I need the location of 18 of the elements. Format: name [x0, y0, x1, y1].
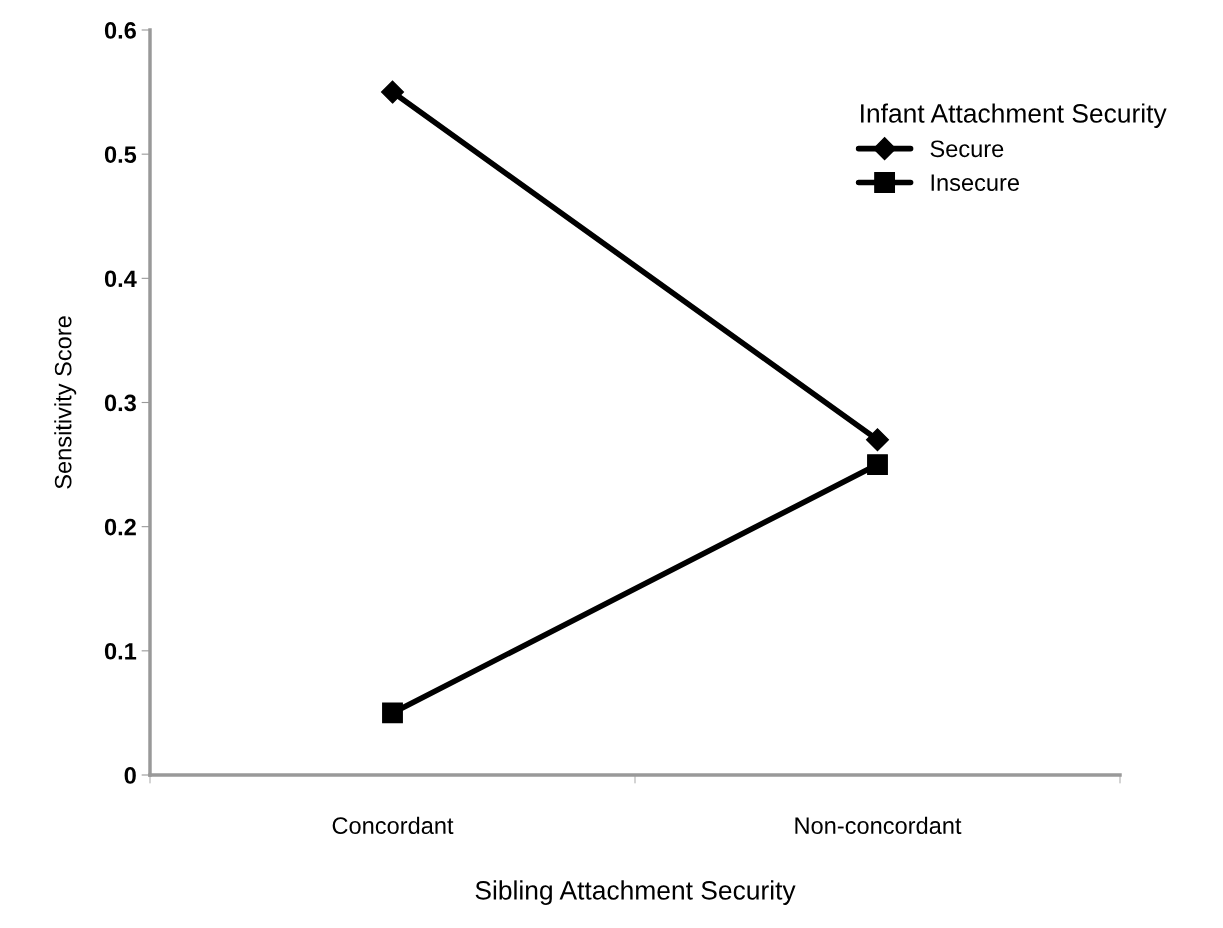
y-tick-label: 0.3 [104, 394, 136, 412]
point [867, 454, 888, 476]
x-axis-title: Sibling Attachment Security [475, 880, 796, 905]
y-tick-label: 0.5 [104, 146, 137, 163]
point [381, 80, 404, 104]
y-axis-title: Sensitivity Score [54, 316, 77, 489]
y-tick-label: 0 [124, 767, 136, 784]
legend-title: Infant Attachment Security [861, 103, 1167, 128]
legend-label: Secure [930, 140, 1004, 158]
y-tick-label: 0.6 [104, 22, 136, 39]
point [866, 428, 889, 452]
x-tick-label: Non-concordant [795, 816, 962, 835]
y-tick-label: 0.1 [104, 642, 137, 660]
point [382, 702, 403, 724]
x-tick-label: Concordant [332, 816, 454, 835]
y-tick-label: 0.4 [104, 270, 137, 288]
y-tick-label: 0.2 [104, 518, 136, 536]
legend-label: Insecure [931, 174, 1019, 191]
